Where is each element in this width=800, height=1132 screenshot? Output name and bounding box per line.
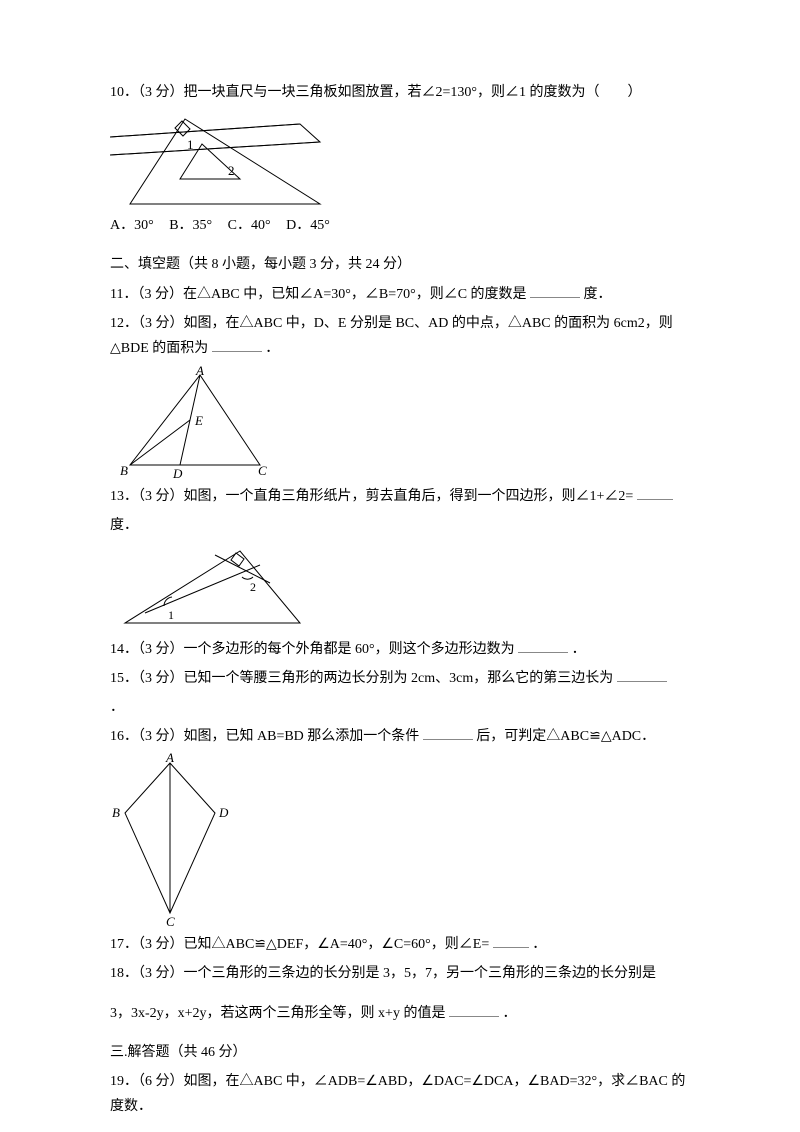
q16-figure: A B C D	[110, 753, 690, 928]
label-a: A	[195, 365, 204, 378]
q15-blank[interactable]	[617, 668, 667, 682]
label-c: C	[258, 463, 267, 478]
q16-post: 后，可判定△ABC≌△ADC．	[476, 729, 655, 744]
label-d: D	[172, 466, 183, 480]
q10-opt-d: D．45°	[286, 218, 330, 233]
label-d: D	[218, 805, 229, 820]
question-19: 19．（6 分）如图，在△ABC 中，∠ADB=∠ABD，∠DAC=∠DCA，∠…	[110, 1069, 690, 1119]
q11-text: 11．（3 分）在△ABC 中，已知∠A=30°，∠B=70°，则∠C 的度数是	[110, 287, 527, 302]
outer-triangle	[130, 119, 320, 204]
question-10: 10．（3 分）把一块直尺与一块三角板如图放置，若∠2=130°，则∠1 的度数…	[110, 80, 690, 105]
q18-blank[interactable]	[449, 1003, 499, 1017]
q18-line2a: 3，3x-2y，x+2y，若这两个三角形全等，则 x+y 的值是	[110, 1006, 445, 1021]
triangle-main	[125, 551, 300, 623]
q11-blank[interactable]	[530, 284, 580, 298]
question-18: 18．（3 分）一个三角形的三条边的长分别是 3，5，7，另一个三角形的三条边的…	[110, 961, 690, 1025]
q14-text: 14．（3 分）一个多边形的每个外角都是 60°，则这个多边形边数为	[110, 642, 515, 657]
q10-opt-c: C．40°	[228, 218, 271, 233]
label-e: E	[194, 413, 203, 428]
q10-options: A．30° B．35° C．40° D．45°	[110, 213, 690, 238]
q17-post: ．	[532, 937, 546, 952]
q17-blank[interactable]	[493, 934, 529, 948]
q10-opt-b: B．35°	[169, 218, 212, 233]
ruler-outline	[110, 124, 320, 155]
q12-line2: △BDE 的面积为	[110, 341, 208, 356]
q18-line2b: ．	[502, 1006, 516, 1021]
q10-opt-a: A．30°	[110, 218, 154, 233]
arc-2	[242, 577, 253, 579]
q16-blank[interactable]	[423, 726, 473, 740]
q12-line1: 12．（3 分）如图，在△ABC 中，D、E 分别是 BC、AD 的中点，△AB…	[110, 311, 690, 336]
q12-tail: ．	[265, 341, 279, 356]
q13-figure: 1 2	[110, 543, 690, 633]
section-3-title: 三.解答题（共 46 分）	[110, 1040, 690, 1065]
q19-line2: 度数．	[110, 1094, 690, 1119]
question-15: 15．（3 分）已知一个等腰三角形的两边长分别为 2cm、3cm，那么它的第三边…	[110, 666, 690, 691]
label-b: B	[120, 463, 128, 478]
section-2-title: 二、填空题（共 8 小题，每小题 3 分，共 24 分）	[110, 252, 690, 277]
q13-blank[interactable]	[637, 486, 673, 500]
q10-figure: 1 2	[110, 109, 690, 209]
label-1: 1	[187, 137, 194, 152]
q18-line1: 18．（3 分）一个三角形的三条边的长分别是 3，5，7，另一个三角形的三条边的…	[110, 961, 690, 986]
q18-line2-wrap: 3，3x-2y，x+2y，若这两个三角形全等，则 x+y 的值是 ．	[110, 1001, 690, 1026]
question-16: 16．（3 分）如图，已知 AB=BD 那么添加一个条件 后，可判定△ABC≌△…	[110, 724, 690, 749]
q12-line2-wrap: △BDE 的面积为 ．	[110, 336, 690, 361]
label-2: 2	[228, 163, 235, 178]
label-a: A	[165, 753, 174, 765]
q15-text: 15．（3 分）已知一个等腰三角形的两边长分别为 2cm、3cm，那么它的第三边…	[110, 671, 613, 686]
label-1: 1	[168, 608, 174, 622]
question-13: 13．（3 分）如图，一个直角三角形纸片，剪去直角后，得到一个四边形，则∠1+∠…	[110, 484, 690, 509]
q12-blank[interactable]	[212, 338, 262, 352]
question-14: 14．（3 分）一个多边形的每个外角都是 60°，则这个多边形边数为 ．	[110, 637, 690, 662]
question-11: 11．（3 分）在△ABC 中，已知∠A=30°，∠B=70°，则∠C 的度数是…	[110, 282, 690, 307]
q15-tail: ．	[110, 695, 690, 720]
q13-line2: 度．	[110, 513, 690, 538]
q19-line1: 19．（6 分）如图，在△ABC 中，∠ADB=∠ABD，∠DAC=∠DCA，∠…	[110, 1069, 690, 1094]
q12-figure: A B C D E	[110, 365, 690, 480]
q16-pre: 16．（3 分）如图，已知 AB=BD 那么添加一个条件	[110, 729, 419, 744]
label-b: B	[112, 805, 120, 820]
q13-line1: 13．（3 分）如图，一个直角三角形纸片，剪去直角后，得到一个四边形，则∠1+∠…	[110, 489, 633, 504]
label-2: 2	[250, 580, 256, 594]
q17-pre: 17．（3 分）已知△ABC≌△DEF，∠A=40°，∠C=60°，则∠E=	[110, 937, 489, 952]
label-c: C	[166, 914, 175, 928]
question-17: 17．（3 分）已知△ABC≌△DEF，∠A=40°，∠C=60°，则∠E= ．	[110, 932, 690, 957]
q14-blank[interactable]	[518, 639, 568, 653]
cut-line-1	[145, 565, 260, 613]
cut-line-2	[215, 555, 270, 583]
q14-tail: ．	[572, 642, 586, 657]
q11-tail: 度．	[584, 287, 612, 302]
question-12: 12．（3 分）如图，在△ABC 中，D、E 分别是 BC、AD 的中点，△AB…	[110, 311, 690, 361]
q10-text: 10．（3 分）把一块直尺与一块三角板如图放置，若∠2=130°，则∠1 的度数…	[110, 85, 642, 100]
